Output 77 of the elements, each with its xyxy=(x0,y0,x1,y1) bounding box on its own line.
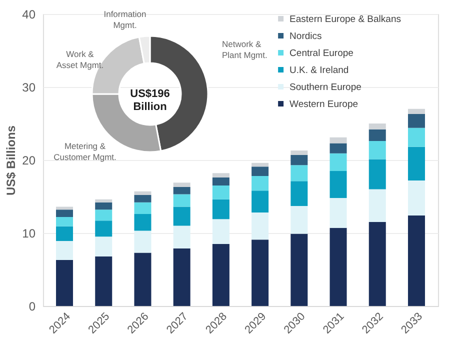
bar xyxy=(56,226,74,242)
y-tick-label: 0 xyxy=(28,300,36,314)
bar xyxy=(56,241,74,260)
bar xyxy=(368,222,386,306)
bar xyxy=(290,150,308,155)
legend-label: Eastern Europe & Balkans xyxy=(290,14,402,25)
annotation: US$196 Billion xyxy=(130,88,170,113)
bar xyxy=(252,176,269,191)
bar xyxy=(290,206,308,234)
bar xyxy=(330,170,347,198)
bar xyxy=(173,226,190,248)
bar xyxy=(408,108,425,114)
bar xyxy=(408,180,425,216)
bar xyxy=(173,248,190,306)
bar xyxy=(290,165,308,182)
bar xyxy=(408,128,425,147)
bar xyxy=(290,154,308,166)
bar xyxy=(252,190,269,213)
legend-label: Nordics xyxy=(290,30,322,42)
y-tick-label: 40 xyxy=(22,8,36,22)
bar xyxy=(56,206,74,210)
bar xyxy=(95,210,112,221)
bar xyxy=(212,219,230,244)
slice-label: Metering & Customer Mgmt. xyxy=(54,141,116,162)
bar xyxy=(330,198,347,228)
bar xyxy=(134,191,152,196)
bar xyxy=(95,256,112,306)
bar xyxy=(408,146,425,180)
y-tick-label: 20 xyxy=(22,154,36,168)
legend-label: U.K. & Ireland xyxy=(290,64,349,76)
bar xyxy=(212,244,230,306)
y-tick-label: 30 xyxy=(22,80,36,94)
legend-label: Western Europe xyxy=(290,98,358,110)
bar xyxy=(408,215,425,306)
slice-label: Information Mgmt. xyxy=(104,9,147,30)
bar xyxy=(330,137,347,144)
slice-label: Network & Plant Mgmt. xyxy=(222,39,268,60)
bar xyxy=(330,153,347,171)
bar xyxy=(368,189,386,222)
bar xyxy=(408,114,425,128)
bar xyxy=(368,159,386,190)
bar xyxy=(134,252,152,306)
legend-label: Central Europe xyxy=(290,48,354,59)
bar xyxy=(173,182,190,188)
bar xyxy=(134,202,152,214)
bar xyxy=(290,234,308,306)
bar xyxy=(252,212,269,240)
bar xyxy=(368,129,386,142)
bar xyxy=(212,186,230,200)
bar xyxy=(212,173,230,178)
bar xyxy=(368,124,386,130)
bar xyxy=(134,195,152,202)
bar xyxy=(330,228,347,306)
bar xyxy=(95,236,112,256)
bar xyxy=(330,143,347,154)
y-axis-title: US$ Billions xyxy=(4,125,18,196)
bar xyxy=(173,206,190,226)
bar xyxy=(95,202,112,210)
bar xyxy=(95,199,112,202)
bar xyxy=(252,240,269,306)
bar xyxy=(134,230,152,253)
slice-label: Work & Asset Mgmt. xyxy=(56,49,104,70)
bar xyxy=(173,187,190,194)
bar xyxy=(56,260,74,306)
bar xyxy=(368,141,386,160)
y-tick-label: 10 xyxy=(22,226,36,240)
bar xyxy=(252,162,269,167)
bar xyxy=(95,220,112,237)
bar xyxy=(252,166,269,176)
legend-label: Southern Europe xyxy=(290,82,362,93)
bar xyxy=(212,199,230,220)
bar xyxy=(173,194,190,207)
bar xyxy=(56,210,74,217)
bar xyxy=(134,214,152,231)
bar xyxy=(56,216,74,226)
bar xyxy=(212,178,230,186)
bar xyxy=(290,181,308,206)
